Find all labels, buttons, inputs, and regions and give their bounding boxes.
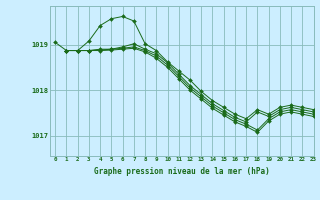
X-axis label: Graphe pression niveau de la mer (hPa): Graphe pression niveau de la mer (hPa): [94, 167, 269, 176]
